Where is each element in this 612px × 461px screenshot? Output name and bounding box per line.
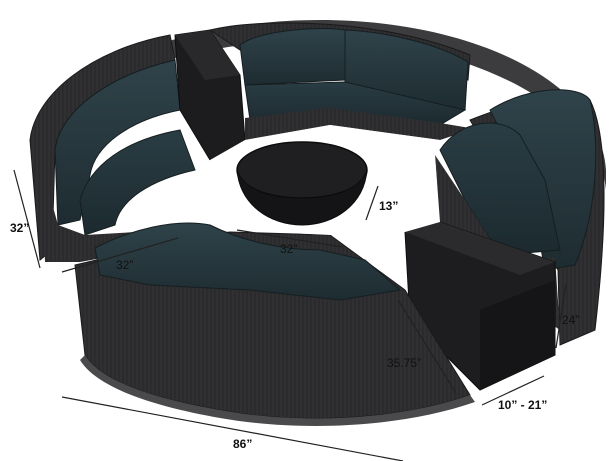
back-sofa-front <box>245 108 470 140</box>
front-rim <box>80 355 475 426</box>
dim-line-table-height <box>365 185 379 221</box>
dim-label-overall: 86” <box>233 437 253 451</box>
dim-label-back-height: 24” <box>562 313 580 327</box>
dim-line-gap-width <box>481 375 545 406</box>
coffee-table-body <box>236 169 368 226</box>
dim-line-overall <box>61 396 404 461</box>
front-back-cushion <box>94 222 402 301</box>
dim-label-height-left: 32” <box>10 221 30 235</box>
right-seat-cushion <box>439 122 561 256</box>
dim-line-depth-left <box>61 237 179 273</box>
dim-label-arc-depth: 35.75” <box>387 356 422 370</box>
dim-line-height-left <box>13 169 41 269</box>
dim-label-table-height: 13” <box>379 199 399 213</box>
dim-label-table-diameter: 32” <box>280 242 298 256</box>
back-cushion-1 <box>239 28 346 86</box>
dim-line-table-diameter <box>236 229 343 248</box>
dim-label-gap-width: 10” - 21” <box>498 398 548 412</box>
dim-line-arc-depth <box>397 299 457 394</box>
dim-line-back-height <box>555 283 567 349</box>
left-seat-cushion <box>79 129 196 236</box>
dim-label-depth-left: 32” <box>116 258 134 272</box>
